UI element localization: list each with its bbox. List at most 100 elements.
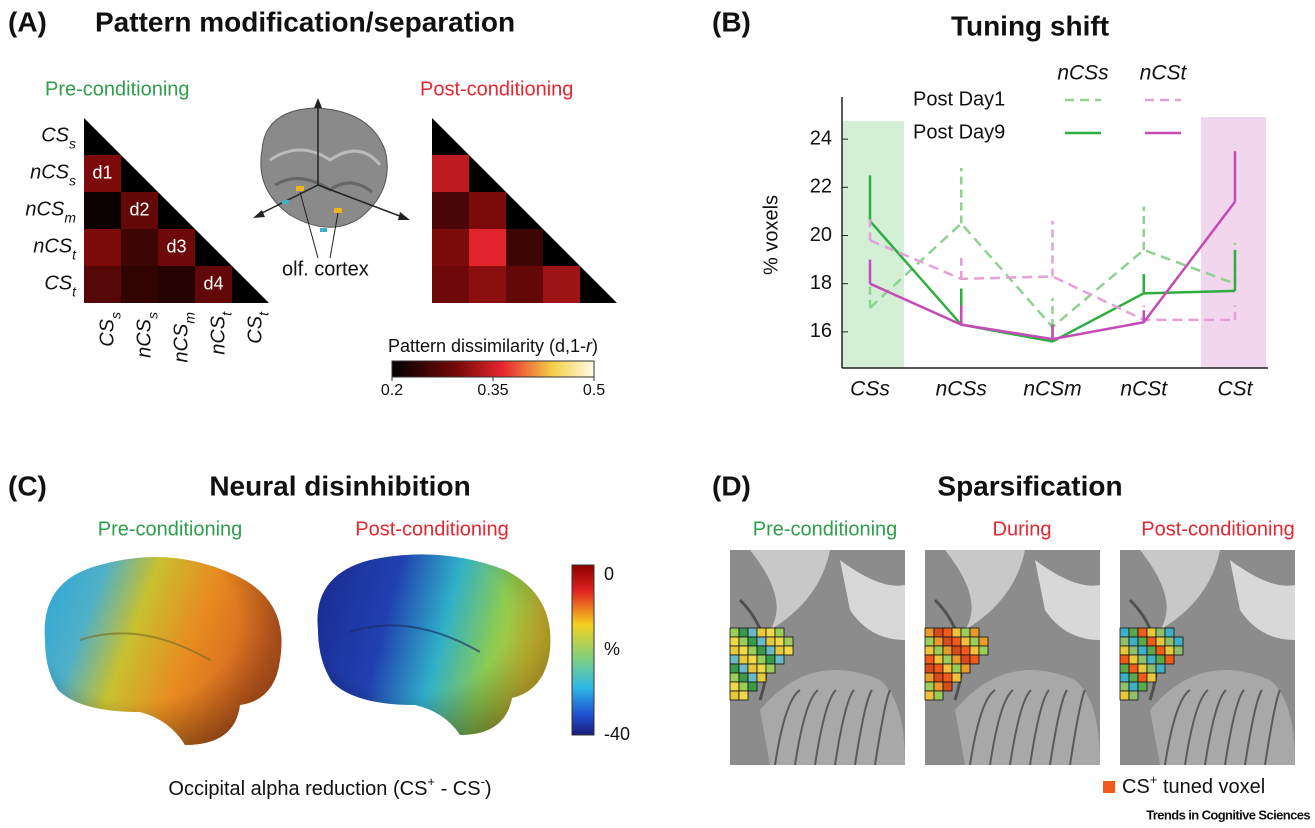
voxel bbox=[757, 637, 766, 646]
voxel bbox=[1129, 691, 1138, 700]
colorbar-title-part: Pattern dissimilarity (d,1- bbox=[388, 336, 586, 356]
label-sub: t bbox=[255, 311, 271, 316]
diagonal-cell bbox=[195, 229, 232, 266]
voxel bbox=[934, 655, 943, 664]
heatmap-cell bbox=[432, 266, 469, 303]
voxel bbox=[1138, 664, 1147, 673]
voxel bbox=[1120, 673, 1129, 682]
diagonal-cell bbox=[121, 155, 158, 192]
heatmap-cell bbox=[506, 266, 543, 303]
cell-label: d4 bbox=[203, 273, 223, 293]
colorbar-title-part: ) bbox=[592, 336, 598, 356]
y-tick-label: 24 bbox=[810, 127, 832, 149]
voxel bbox=[970, 628, 979, 637]
label-main: CS bbox=[44, 273, 72, 295]
voxel bbox=[1174, 637, 1183, 646]
voxel bbox=[925, 628, 934, 637]
voxel bbox=[748, 637, 757, 646]
voxel bbox=[748, 682, 757, 691]
voxel bbox=[730, 682, 739, 691]
diagonal-cell bbox=[158, 192, 195, 229]
voxel bbox=[784, 637, 793, 646]
row-label: nCSs bbox=[30, 162, 76, 188]
voxel bbox=[1156, 664, 1165, 673]
legend-text: CS bbox=[1122, 776, 1150, 798]
heatmap-cell bbox=[84, 229, 121, 266]
diagonal-cell bbox=[469, 155, 506, 192]
voxel bbox=[757, 655, 766, 664]
voxel bbox=[934, 628, 943, 637]
heatmap-cell bbox=[469, 192, 506, 229]
voxel bbox=[961, 655, 970, 664]
voxel bbox=[1156, 628, 1165, 637]
voxel bbox=[739, 673, 748, 682]
heatmap-cell bbox=[469, 266, 506, 303]
voxel bbox=[739, 628, 748, 637]
voxel bbox=[739, 682, 748, 691]
voxel bbox=[1165, 637, 1174, 646]
panel-letter: (C) bbox=[8, 470, 47, 501]
voxel bbox=[1138, 682, 1147, 691]
voxel bbox=[748, 628, 757, 637]
voxel bbox=[739, 646, 748, 655]
voxel bbox=[1147, 628, 1156, 637]
label-main: nCS bbox=[25, 199, 65, 221]
voxel bbox=[748, 673, 757, 682]
voxel bbox=[925, 682, 934, 691]
voxel bbox=[925, 655, 934, 664]
voxel bbox=[1138, 673, 1147, 682]
brain-label: olf. cortex bbox=[282, 258, 369, 280]
voxel bbox=[748, 646, 757, 655]
x-tick-label: nCSs bbox=[936, 378, 988, 401]
voxel bbox=[979, 637, 988, 646]
label-sub: s bbox=[69, 172, 76, 188]
voxel bbox=[766, 664, 775, 673]
voxel bbox=[961, 664, 970, 673]
diagonal-cell bbox=[580, 266, 617, 303]
voxel bbox=[1120, 628, 1129, 637]
voxel bbox=[757, 673, 766, 682]
label-main: CS bbox=[97, 318, 119, 346]
voxel bbox=[934, 637, 943, 646]
voxel bbox=[952, 637, 961, 646]
voxel bbox=[970, 637, 979, 646]
heatmap-cell bbox=[506, 229, 543, 266]
condition-label: Post-conditioning bbox=[420, 78, 573, 100]
label-main: nCS bbox=[171, 323, 193, 363]
voxel bbox=[739, 691, 748, 700]
voxel bbox=[1129, 664, 1138, 673]
brain-icon bbox=[253, 98, 410, 258]
heatmap-cell bbox=[121, 266, 158, 303]
voxel bbox=[730, 664, 739, 673]
row-label: CSt bbox=[44, 273, 77, 299]
condition-label: Pre-conditioning bbox=[45, 78, 190, 100]
x-tick-label: CSs bbox=[850, 378, 890, 401]
x-tick-label: nCSt bbox=[1120, 378, 1168, 401]
voxel bbox=[961, 628, 970, 637]
footer: Trends in Cognitive Sciences bbox=[1146, 807, 1310, 822]
heatmap-cell bbox=[84, 192, 121, 229]
label-sub: t bbox=[218, 311, 234, 316]
voxel bbox=[943, 664, 952, 673]
label-main: nCS bbox=[134, 318, 156, 358]
condition-label: Pre-conditioning bbox=[753, 518, 898, 540]
label-sub: s bbox=[144, 312, 160, 319]
voxel bbox=[748, 655, 757, 664]
voxel bbox=[1147, 673, 1156, 682]
voxel bbox=[1120, 637, 1129, 646]
voxel bbox=[943, 682, 952, 691]
voxel bbox=[970, 646, 979, 655]
voxel bbox=[1147, 646, 1156, 655]
voxel bbox=[1129, 628, 1138, 637]
panel-letter: (A) bbox=[8, 6, 47, 37]
voxel bbox=[1129, 646, 1138, 655]
voxel bbox=[970, 655, 979, 664]
voxel bbox=[952, 628, 961, 637]
voxel bbox=[730, 628, 739, 637]
heatmap-cell bbox=[84, 266, 121, 303]
voxel bbox=[943, 655, 952, 664]
legend-text: tuned voxel bbox=[1157, 776, 1265, 798]
diagonal-cell bbox=[84, 118, 121, 155]
voxel bbox=[943, 673, 952, 682]
voxel bbox=[1165, 628, 1174, 637]
